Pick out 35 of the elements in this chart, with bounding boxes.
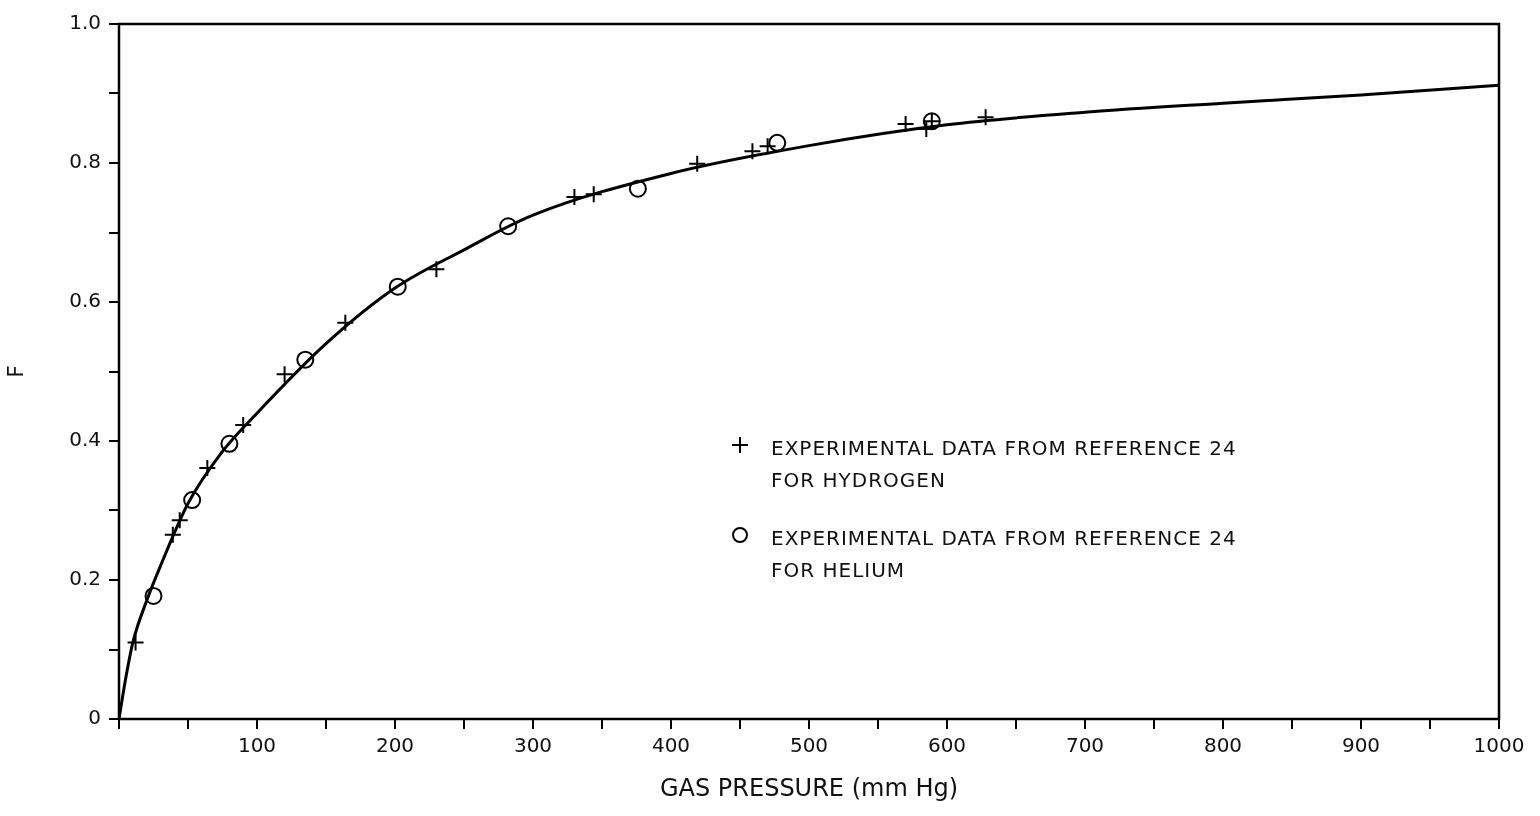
x-tick-label: 100: [237, 733, 277, 758]
y-tick-label: 0.8: [69, 149, 101, 174]
x-tick-label: 400: [651, 733, 691, 758]
y-tick-label: 0.4: [69, 427, 101, 452]
x-tick-label: 600: [927, 733, 967, 758]
x-axis-title: GAS PRESSURE (mm Hg): [659, 773, 959, 802]
point: [743, 142, 762, 161]
point: [126, 633, 145, 652]
point: [427, 260, 446, 279]
x-tick-label: 800: [1203, 733, 1243, 758]
point: [976, 108, 995, 127]
legend-label: EXPERIMENTAL DATA FROM REFERENCE 24 FOR HELIUM: [771, 524, 1238, 584]
point: [170, 511, 189, 530]
point: [768, 133, 787, 152]
x-tick-label: 1000: [1473, 733, 1525, 758]
point: [296, 350, 315, 369]
y-axis-title: F: [2, 365, 28, 378]
point: [183, 491, 202, 510]
point: [144, 586, 163, 605]
x-tick-label: 200: [375, 733, 415, 758]
point: [275, 365, 294, 384]
y-tick-label: 0: [88, 705, 101, 730]
point: [499, 217, 518, 236]
y-tick-label: 0.2: [69, 566, 101, 591]
x-tick-label: 700: [1065, 733, 1105, 758]
point: [388, 277, 407, 296]
point: [628, 179, 647, 198]
point: [688, 154, 707, 173]
x-tick-label: 500: [789, 733, 829, 758]
legend-label: EXPERIMENTAL DATA FROM REFERENCE 24 FOR HYDROGEN: [771, 434, 1238, 494]
y-tick-label: 1.0: [69, 10, 101, 35]
x-tick-label: 900: [1341, 733, 1381, 758]
x-tick-label: 300: [513, 733, 553, 758]
point: [220, 434, 239, 453]
y-tick-label: 0.6: [69, 288, 101, 313]
